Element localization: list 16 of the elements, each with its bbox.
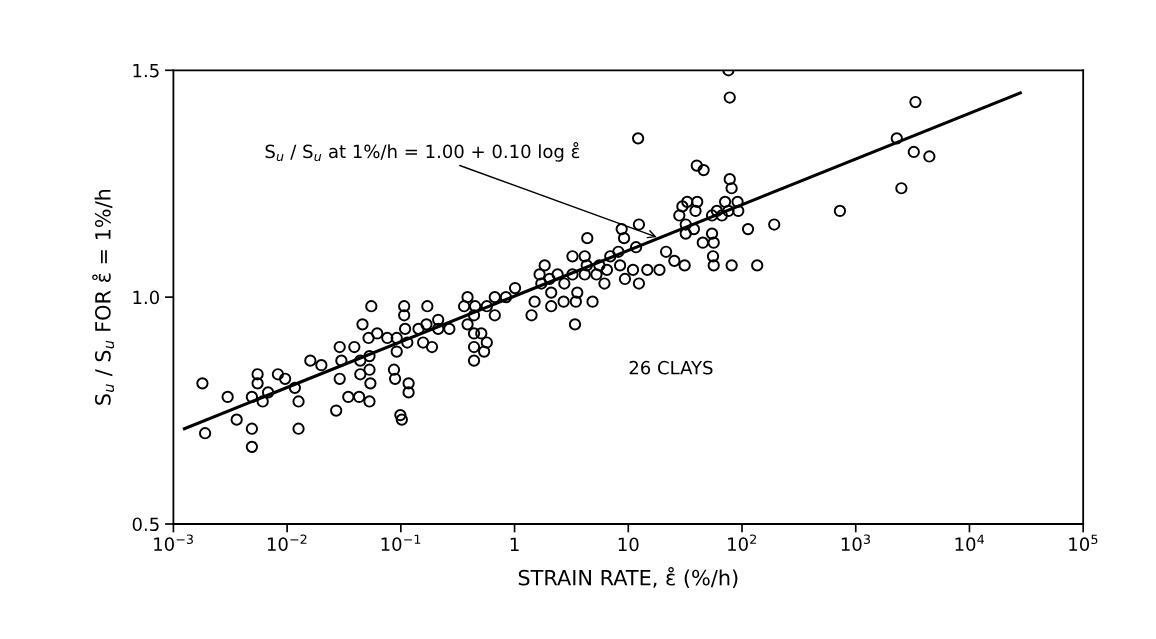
x-axis-title: STRAIN RATE, ε̊ (%/h) xyxy=(518,566,738,588)
x-tick-label: 1 xyxy=(510,537,519,551)
x-tick-label: 10$^{2}$ xyxy=(728,534,757,552)
y-axis-title: S$_{u}$ / S$_{u}$ FOR ε̊ = 1%/h xyxy=(92,189,115,405)
x-tick-label: 10$^{−3}$ xyxy=(154,534,193,552)
annotation: S$_{u}$ / S$_{u}$ at 1%/h = 1.00 + 0.10 log ε̊ xyxy=(265,142,580,162)
y-tick-label: 1.5 xyxy=(133,63,159,78)
x-tick-label: 10 xyxy=(618,537,639,552)
y-tick-label: 1.0 xyxy=(133,290,160,305)
x-tick-label: 10$^{4}$ xyxy=(955,534,985,552)
x-tick-label: 10$^{5}$ xyxy=(1069,534,1098,552)
x-tick-label: 10$^{−1}$ xyxy=(381,534,421,552)
annotation: 26 CLAYS xyxy=(629,360,713,375)
x-tick-label: 10$^{−2}$ xyxy=(267,534,307,552)
x-tick-label: 10$^{3}$ xyxy=(841,534,871,552)
y-tick-label: 0.5 xyxy=(132,517,159,532)
